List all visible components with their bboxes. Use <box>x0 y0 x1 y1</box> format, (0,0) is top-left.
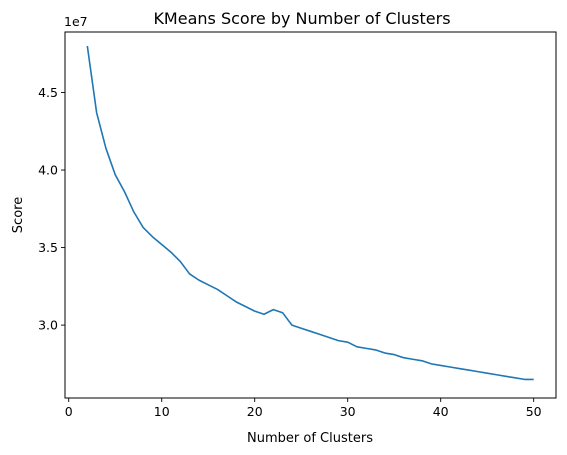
x-axis-label: Number of Clusters <box>247 431 373 446</box>
chart-title: KMeans Score by Number of Clusters <box>153 9 450 28</box>
y-axis: 3.0 3.5 4.0 4.5 <box>38 85 65 333</box>
x-tick-label: 30 <box>340 404 356 419</box>
y-tick-label: 3.0 <box>38 318 58 333</box>
y-scale-label: 1e7 <box>64 14 88 29</box>
x-tick-label: 40 <box>433 404 449 419</box>
y-tick-label: 4.0 <box>38 163 58 178</box>
x-tick-label: 0 <box>65 404 73 419</box>
series-line <box>86 45 534 381</box>
y-tick-label: 4.5 <box>38 85 58 100</box>
x-axis: 0 10 20 30 40 50 <box>65 398 542 419</box>
series-layer <box>86 45 534 381</box>
plot-area <box>64 31 557 399</box>
x-tick-label: 50 <box>526 404 542 419</box>
y-tick-label: 3.5 <box>38 240 58 255</box>
x-tick-label: 10 <box>154 404 170 419</box>
y-axis-label: Score <box>11 197 26 233</box>
x-tick-label: 20 <box>247 404 263 419</box>
